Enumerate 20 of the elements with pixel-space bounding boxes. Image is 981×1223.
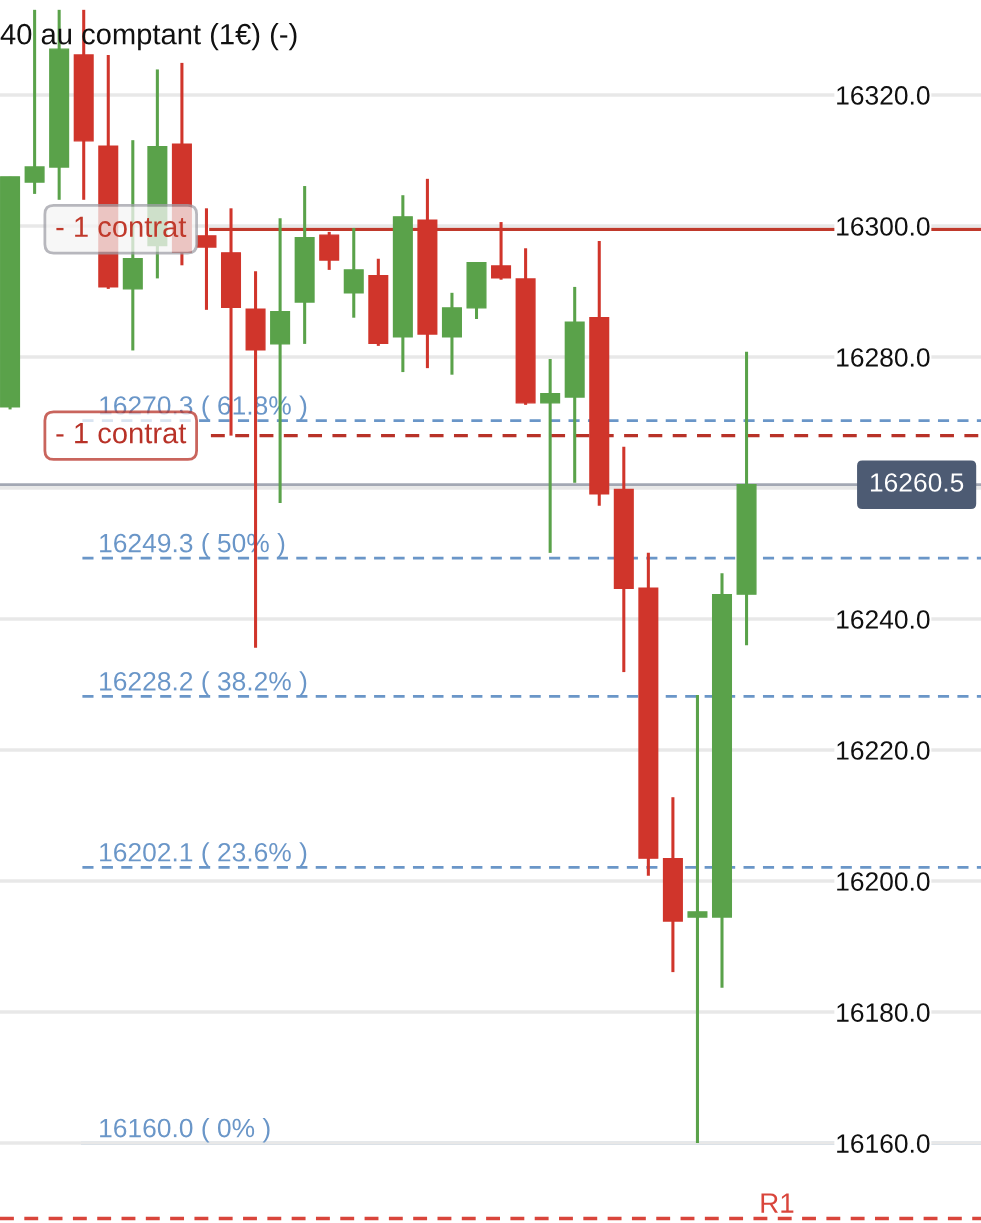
candlestick	[343, 226, 364, 318]
ref-line-label: - 1 contrat	[56, 216, 187, 238]
ref-line-label: 16160.0 ( 0% )	[100, 1118, 270, 1143]
ref-line-label: 16260.5	[870, 473, 964, 492]
y-tick-label: 16300.0	[837, 217, 930, 236]
candlestick	[491, 222, 512, 280]
ref-line-label: - 1 contrat	[56, 423, 187, 444]
y-tick-label: 16320.0	[837, 86, 930, 105]
candlestick	[687, 695, 708, 1144]
y-tick-label: 16160.0	[837, 1134, 930, 1153]
y-tick-label: 16200.0	[837, 872, 930, 891]
y-tick-label: 16240.0	[837, 610, 930, 629]
y-tick-label: 16220.0	[837, 741, 930, 760]
ref-line-label: R1	[761, 1193, 794, 1213]
candlestick	[196, 208, 217, 310]
ref-line-label: 16202.1 ( 23.6% )	[100, 842, 307, 867]
y-tick-label: 16180.0	[837, 1003, 930, 1022]
ref-line-label: 16228.2 ( 38.2% )	[100, 671, 307, 696]
y-tick-label: 16280.0	[837, 348, 930, 367]
candlestick	[540, 358, 561, 553]
